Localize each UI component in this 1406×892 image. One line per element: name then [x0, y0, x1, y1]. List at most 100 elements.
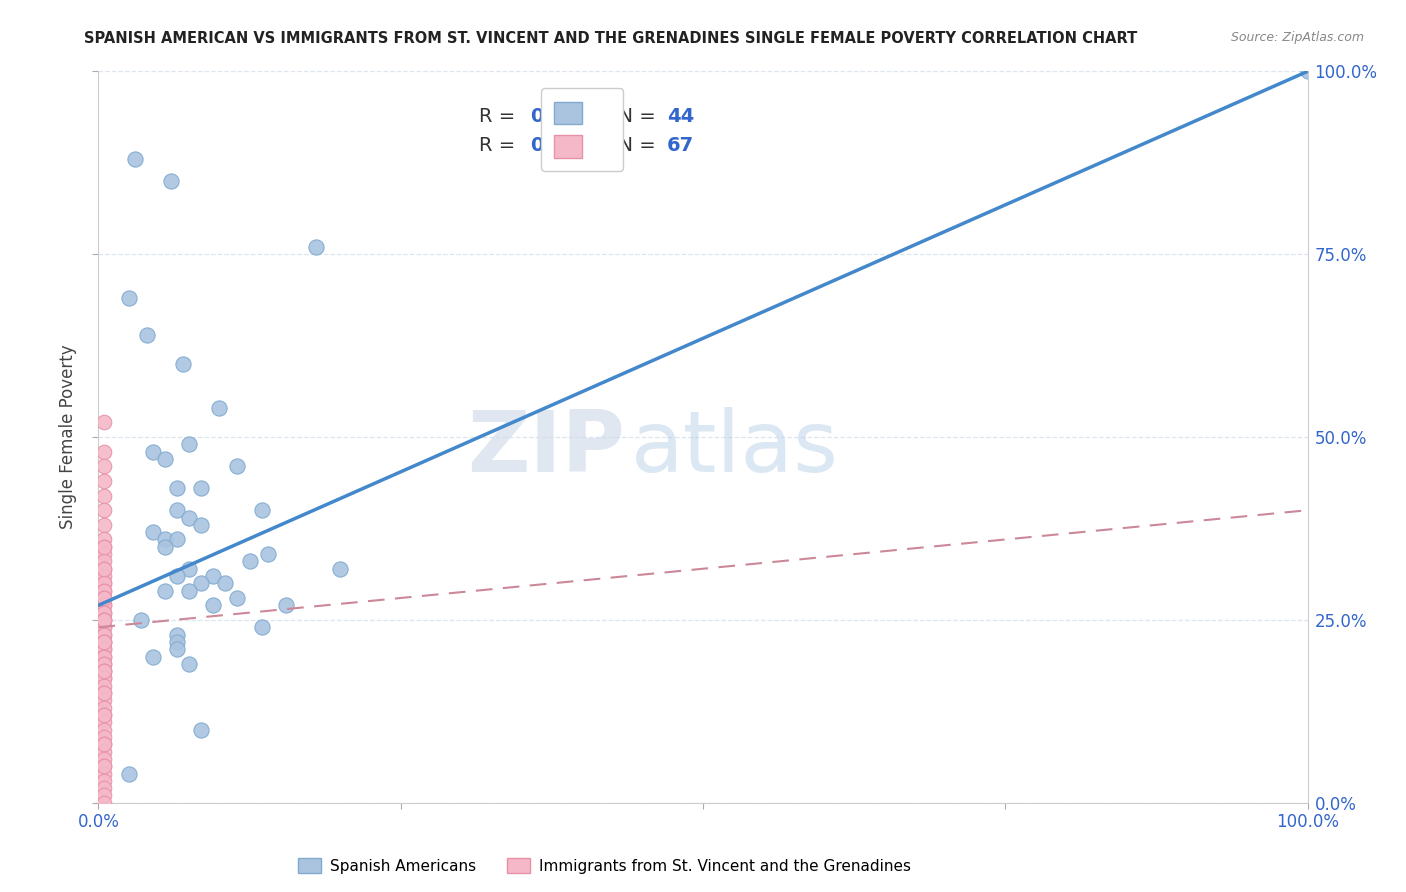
Point — [93, 576, 115, 591]
Point — [93, 620, 115, 634]
Text: 67: 67 — [666, 136, 693, 155]
Point — [118, 766, 141, 780]
Point — [179, 657, 201, 671]
Point — [256, 547, 278, 561]
Point — [93, 635, 115, 649]
Point — [93, 672, 115, 686]
Point — [142, 525, 165, 540]
Text: Source: ZipAtlas.com: Source: ZipAtlas.com — [1230, 31, 1364, 45]
Point — [93, 613, 115, 627]
Point — [93, 766, 115, 780]
Point — [153, 540, 176, 554]
Point — [166, 635, 188, 649]
Point — [93, 599, 115, 613]
Point — [1296, 64, 1319, 78]
Point — [202, 599, 225, 613]
Y-axis label: Single Female Poverty: Single Female Poverty — [59, 345, 77, 529]
Point — [142, 444, 165, 458]
Point — [93, 599, 115, 613]
Point — [93, 459, 115, 474]
Point — [93, 606, 115, 620]
Point — [329, 562, 352, 576]
Point — [166, 627, 188, 641]
Text: N =: N = — [606, 136, 662, 155]
Point — [93, 547, 115, 561]
Point — [129, 613, 152, 627]
Point — [93, 540, 115, 554]
Point — [179, 583, 201, 598]
Point — [93, 708, 115, 723]
Text: 0.503: 0.503 — [530, 107, 592, 126]
Point — [93, 642, 115, 657]
Point — [166, 642, 188, 657]
Legend:   ,   : , — [541, 88, 623, 171]
Point — [93, 773, 115, 788]
Text: ZIP: ZIP — [467, 407, 624, 490]
Point — [239, 554, 262, 568]
Point — [202, 569, 225, 583]
Point — [93, 562, 115, 576]
Point — [93, 416, 115, 430]
Point — [208, 401, 231, 415]
Text: R =: R = — [479, 107, 522, 126]
Point — [93, 627, 115, 641]
Point — [93, 627, 115, 641]
Point — [153, 583, 176, 598]
Point — [93, 613, 115, 627]
Point — [93, 591, 115, 605]
Point — [93, 672, 115, 686]
Point — [93, 554, 115, 568]
Point — [93, 649, 115, 664]
Point — [93, 613, 115, 627]
Text: R =: R = — [479, 136, 522, 155]
Point — [93, 745, 115, 759]
Point — [93, 649, 115, 664]
Point — [166, 533, 188, 547]
Point — [93, 657, 115, 671]
Point — [93, 686, 115, 700]
Point — [93, 664, 115, 678]
Point — [93, 606, 115, 620]
Point — [93, 444, 115, 458]
Point — [226, 459, 249, 474]
Point — [93, 723, 115, 737]
Point — [93, 642, 115, 657]
Point — [190, 723, 212, 737]
Point — [166, 569, 188, 583]
Point — [93, 540, 115, 554]
Text: 0.158: 0.158 — [530, 136, 592, 155]
Point — [190, 576, 212, 591]
Point — [190, 481, 212, 495]
Point — [135, 327, 157, 342]
Point — [93, 591, 115, 605]
Point — [93, 664, 115, 678]
Point — [93, 583, 115, 598]
Point — [93, 686, 115, 700]
Point — [93, 576, 115, 591]
Point — [93, 562, 115, 576]
Point — [190, 517, 212, 532]
Text: N =: N = — [606, 107, 662, 126]
Legend: Spanish Americans, Immigrants from St. Vincent and the Grenadines: Spanish Americans, Immigrants from St. V… — [292, 852, 917, 880]
Point — [93, 759, 115, 773]
Point — [250, 503, 273, 517]
Point — [93, 730, 115, 744]
Point — [93, 752, 115, 766]
Point — [274, 599, 297, 613]
Point — [179, 562, 201, 576]
Point — [93, 657, 115, 671]
Point — [93, 693, 115, 707]
Point — [160, 174, 183, 188]
Point — [153, 533, 176, 547]
Point — [166, 481, 188, 495]
Point — [93, 533, 115, 547]
Point — [93, 664, 115, 678]
Point — [93, 569, 115, 583]
Point — [93, 635, 115, 649]
Point — [93, 489, 115, 503]
Point — [93, 474, 115, 488]
Point — [93, 737, 115, 751]
Point — [93, 759, 115, 773]
Point — [93, 796, 115, 810]
Point — [118, 291, 141, 305]
